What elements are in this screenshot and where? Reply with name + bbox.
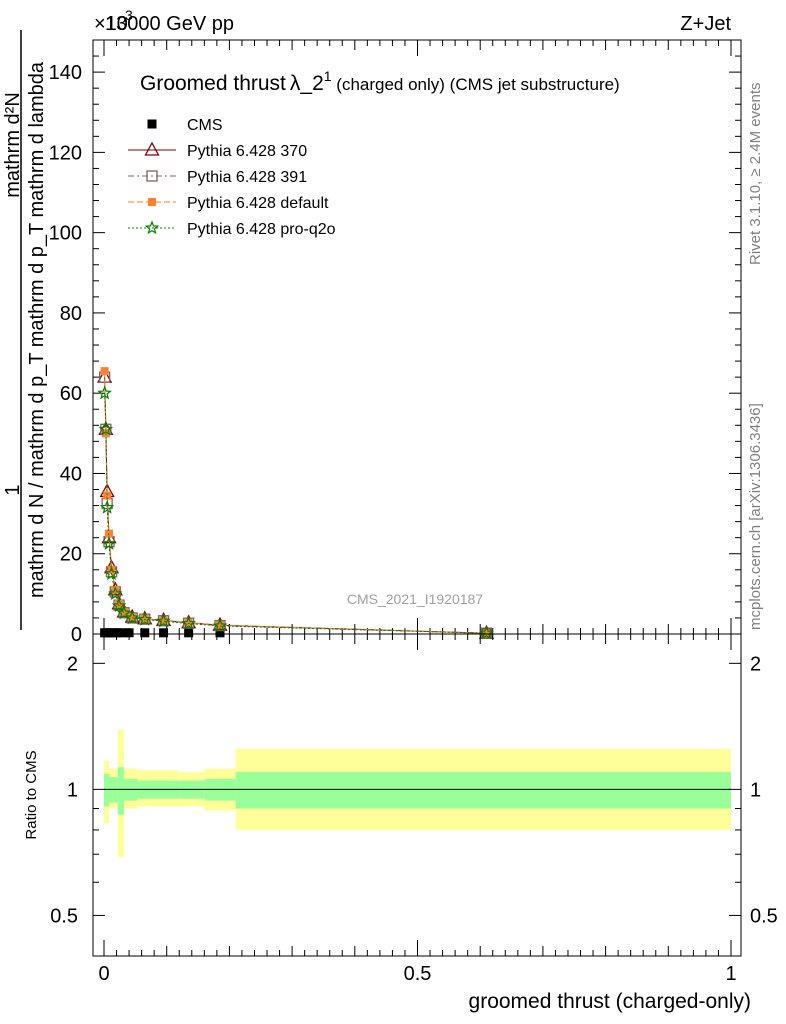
data-point (103, 491, 112, 500)
legend-label: Pythia 6.428 391 (187, 169, 307, 186)
data-point (115, 599, 124, 608)
ratio-y-tick-label-right: 1 (750, 779, 761, 801)
legend-label: Pythia 6.428 default (187, 195, 329, 212)
ratio-y-label: Ratio to CMS (23, 750, 40, 839)
main-y-axis: 0 20 40 60 80 100 120 140 (49, 39, 741, 646)
data-point (124, 610, 140, 625)
data-point (118, 628, 128, 638)
ratio-y-tick-label-left: 2 (67, 653, 78, 675)
ratio-y-tick-label-right: 0.5 (750, 905, 778, 927)
watermark: CMS_2021_I1920187 (347, 591, 483, 607)
header-left: 13000 GeV pp (105, 13, 234, 35)
y-tick-label: 100 (49, 223, 82, 245)
data-point (101, 536, 117, 550)
ratio-inner-band (104, 773, 110, 807)
data-point (104, 566, 119, 580)
data-point (97, 385, 112, 400)
title-suffix: (charged only) (CMS jet substructure) (332, 75, 620, 94)
data-point (184, 628, 194, 638)
series-4 (97, 385, 494, 640)
scale-prefix: ×10 (94, 13, 128, 35)
legend-label: Pythia 6.428 370 (187, 143, 307, 160)
data-point (156, 613, 171, 628)
x-tick-label: 0.5 (404, 963, 432, 985)
legend-marker (144, 141, 160, 156)
ylabel-denominator: mathrm d N / mathrm d p_T mathrm d p_T m… (26, 61, 48, 598)
y-tick-label: 0 (71, 624, 82, 646)
data-point (212, 618, 228, 633)
data-point (140, 614, 149, 623)
legend: CMS Pythia 6.428 370 Pythia 6.428 391 Pythi… (128, 117, 336, 238)
data-point (100, 367, 109, 376)
legend-marker (147, 119, 157, 129)
data-point (479, 625, 494, 640)
ratio-panel: 0 0.5 1 0.5 0.5 1 1 2 2 Ratio to CMS groomed thr… (23, 633, 778, 1013)
y-tick-label: 60 (60, 383, 82, 405)
data-point (116, 605, 132, 620)
data-point (111, 585, 120, 594)
rivet-label: Rivet 3.1.10, ≥ 2.4M events (747, 83, 764, 266)
data-point (113, 628, 123, 638)
scale-exponent: 3 (125, 7, 133, 23)
title-sup: 1 (324, 68, 332, 84)
legend-marker (146, 170, 158, 182)
data-point (128, 613, 137, 622)
legend-label: Pythia 6.428 pro-q2o (187, 221, 336, 238)
mcplots-label: mcplots.cern.ch [arXiv:1306.3436] (747, 403, 764, 630)
data-point (108, 586, 123, 601)
y-tick-label: 20 (60, 544, 82, 566)
main-x-ticks (103, 40, 732, 634)
y-tick-label: 120 (49, 142, 82, 164)
legend-label: CMS (187, 117, 223, 134)
x-tick-label: 1 (725, 963, 736, 985)
plot-title: Groomed thrust λ_21 (charged only) (CMS j… (140, 68, 620, 95)
legend-marker (144, 220, 160, 235)
legend-marker (148, 198, 156, 206)
data-point (215, 628, 225, 638)
data-point (99, 499, 115, 514)
data-point (98, 421, 114, 436)
data-point (159, 628, 169, 638)
ratio-bands (104, 729, 732, 857)
data-point (137, 611, 153, 626)
series-0 (100, 628, 491, 638)
ratio-inner-band (235, 772, 732, 809)
ylabel-numerator-top: mathrm d²N (2, 92, 24, 198)
y-tick-label: 140 (49, 62, 82, 84)
ratio-y-tick-label-left: 0.5 (50, 905, 78, 927)
data-point (181, 615, 196, 630)
data-point (140, 628, 150, 638)
title-main: Groomed thrust (140, 72, 286, 95)
data-point (105, 529, 114, 538)
data-point (184, 618, 193, 627)
title-lambda: λ_2 (290, 72, 324, 95)
data-point (159, 616, 168, 625)
ratio-axes: 0 0.5 1 0.5 0.5 1 1 2 2 (50, 634, 778, 985)
x-tick-label: 0 (98, 963, 109, 985)
main-series (97, 367, 495, 640)
data-point (482, 629, 491, 638)
main-plot-panel: 0 20 40 60 80 100 120 140 CMS_2021_I1920187 Gro… (49, 39, 742, 646)
data-point (111, 598, 127, 613)
y-tick-label: 40 (60, 463, 82, 485)
ratio-y-tick-label-left: 1 (67, 779, 78, 801)
y-tick-label: 80 (60, 303, 82, 325)
ylabel-numerator-one: 1 (2, 484, 24, 495)
ratio-inner-band (117, 767, 125, 815)
x-axis-label: groomed thrust (charged-only) (469, 990, 751, 1013)
ratio-y-tick-label-right: 2 (750, 653, 761, 675)
header-right: Z+Jet (680, 13, 731, 35)
data-point (124, 628, 134, 638)
main-y-label: 1 mathrm d²N mathrm d N / mathrm d p_T m… (2, 30, 48, 630)
data-point (215, 621, 224, 630)
data-point (120, 607, 129, 616)
